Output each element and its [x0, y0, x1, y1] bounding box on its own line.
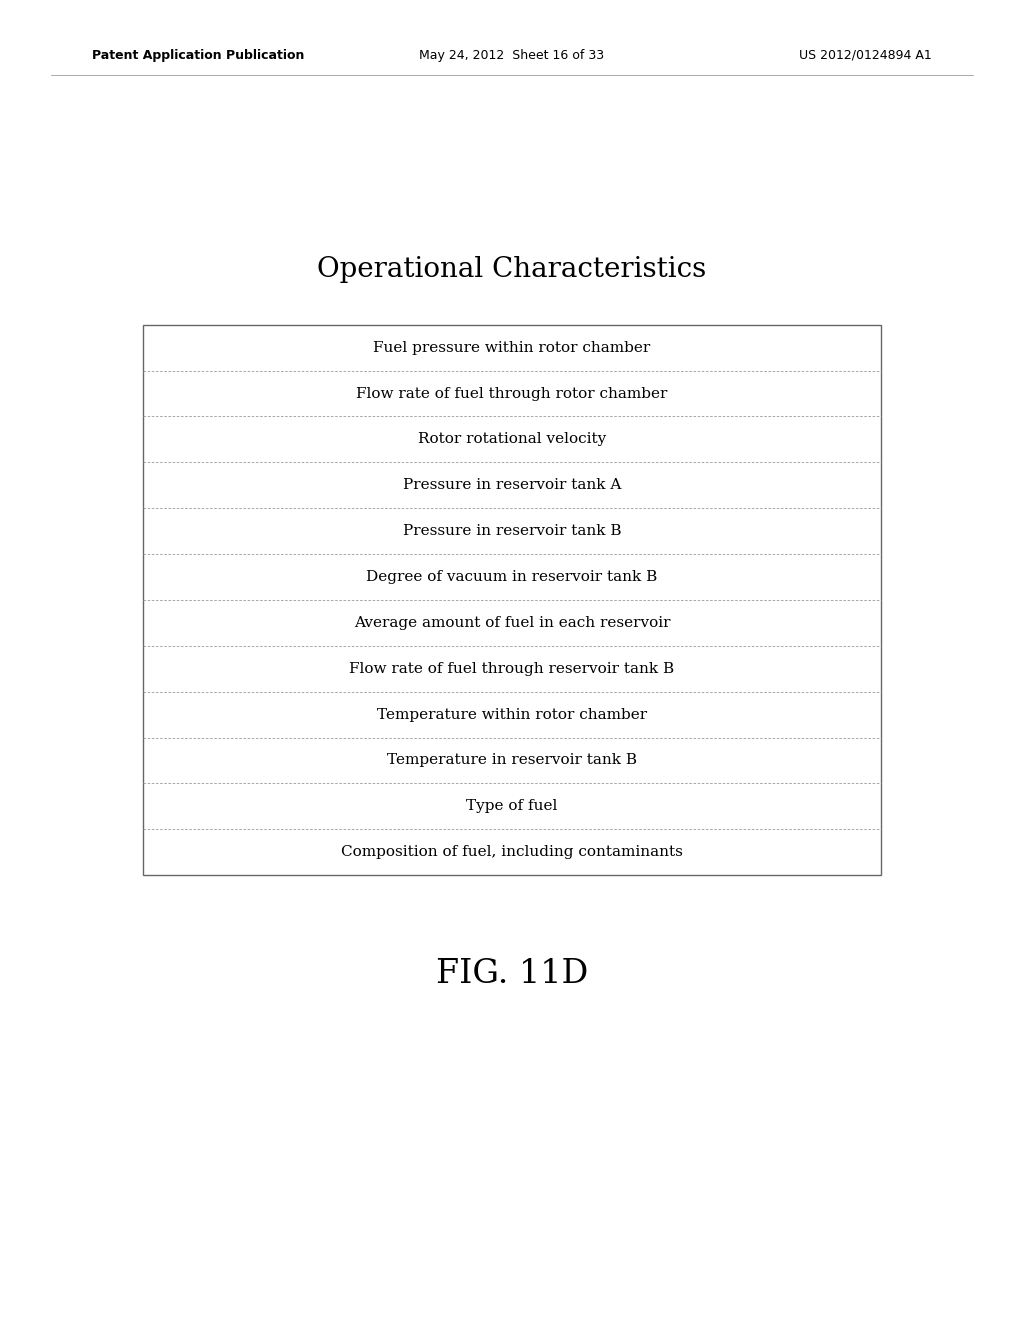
Text: FIG. 11D: FIG. 11D [436, 958, 588, 990]
Text: Composition of fuel, including contaminants: Composition of fuel, including contamina… [341, 845, 683, 859]
Text: Degree of vacuum in reservoir tank B: Degree of vacuum in reservoir tank B [367, 570, 657, 583]
Text: US 2012/0124894 A1: US 2012/0124894 A1 [799, 49, 932, 62]
Text: Temperature in reservoir tank B: Temperature in reservoir tank B [387, 754, 637, 767]
Text: Pressure in reservoir tank A: Pressure in reservoir tank A [402, 478, 622, 492]
Text: Patent Application Publication: Patent Application Publication [92, 49, 304, 62]
Text: Pressure in reservoir tank B: Pressure in reservoir tank B [402, 524, 622, 539]
Text: Type of fuel: Type of fuel [466, 800, 558, 813]
Text: Flow rate of fuel through reservoir tank B: Flow rate of fuel through reservoir tank… [349, 661, 675, 676]
Text: Temperature within rotor chamber: Temperature within rotor chamber [377, 708, 647, 722]
Text: Flow rate of fuel through rotor chamber: Flow rate of fuel through rotor chamber [356, 387, 668, 400]
Bar [143, 325, 881, 875]
Text: Fuel pressure within rotor chamber: Fuel pressure within rotor chamber [374, 341, 650, 355]
Text: Operational Characteristics: Operational Characteristics [317, 256, 707, 282]
Text: May 24, 2012  Sheet 16 of 33: May 24, 2012 Sheet 16 of 33 [420, 49, 604, 62]
Text: Average amount of fuel in each reservoir: Average amount of fuel in each reservoir [353, 616, 671, 630]
Text: Rotor rotational velocity: Rotor rotational velocity [418, 433, 606, 446]
